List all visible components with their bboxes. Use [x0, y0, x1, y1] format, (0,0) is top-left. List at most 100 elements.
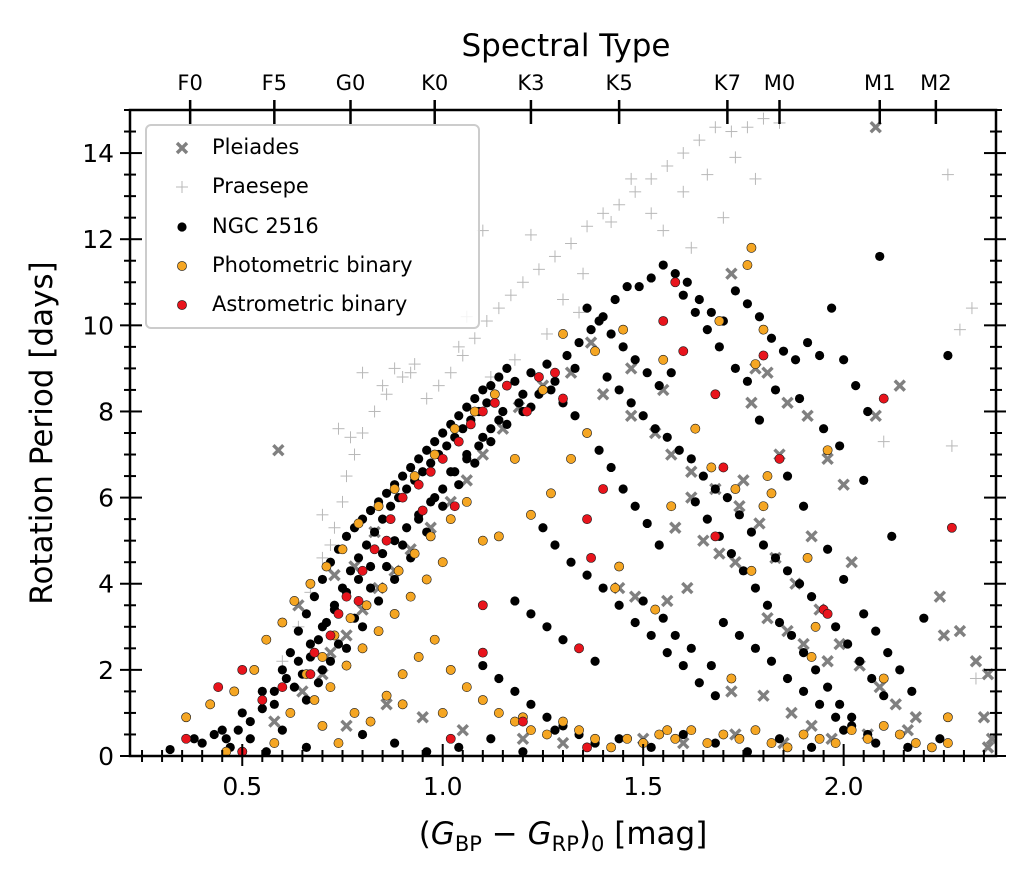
ngc2516-point: [642, 518, 652, 529]
pleiades-point: [460, 474, 473, 487]
ngc2516-point: [823, 544, 833, 554]
astrometric-binary-point: [489, 397, 500, 408]
pleiades-point: [733, 500, 746, 513]
ngc2516-point: [450, 467, 460, 477]
y-axis-title: Rotation Period [days]: [24, 261, 60, 604]
photometric-binary-point: [345, 613, 356, 624]
astrometric-binary-point: [425, 466, 436, 477]
legend-marker-astrometric-binary: [177, 300, 187, 310]
ngc2516-point: [526, 699, 536, 709]
photometric-binary-point: [445, 664, 456, 675]
ngc2516-point: [786, 630, 797, 641]
ngc2516-point: [710, 484, 720, 494]
ngc2516-point: [859, 475, 869, 485]
pleiades-point-stroke-b: [777, 736, 790, 750]
ngc2516-point: [341, 531, 352, 541]
astrometric-binary-point: [658, 316, 669, 326]
ngc2516-point: [365, 583, 376, 593]
astrometric-binary-point: [445, 733, 456, 744]
ngc2516-point: [871, 626, 881, 636]
ngc2516-point: [301, 695, 312, 705]
ngc2516-point: [369, 527, 380, 537]
y-tick-label: 12: [82, 225, 114, 254]
praesepe-point: [729, 151, 742, 164]
ngc2516-point: [518, 389, 528, 399]
praesepe-point: [645, 172, 658, 185]
praesepe-point: [368, 405, 381, 418]
photometric-binary-point: [942, 738, 953, 748]
pleiades-point: [596, 388, 610, 401]
ngc2516-point: [762, 600, 773, 610]
pleiades-point: [821, 655, 834, 668]
astrometric-binary-point: [710, 389, 721, 400]
ngc2516-point: [839, 355, 849, 365]
pleiades-point: [328, 568, 341, 582]
photometric-binary-point: [493, 531, 504, 542]
x-title-close: ): [579, 816, 591, 852]
photometric-binary-point: [277, 617, 288, 628]
photometric-binary-point: [726, 673, 737, 684]
astrometric-binary-point: [822, 608, 833, 619]
ngc2516-point: [798, 648, 809, 658]
ngc2516-point: [855, 656, 865, 666]
ngc2516-point: [285, 648, 295, 658]
pleiades-point-stroke-b: [460, 474, 473, 487]
pleiades-point: [757, 689, 770, 702]
pleiades-point-stroke-b: [781, 396, 794, 410]
x-tick-label: 1.5: [623, 772, 663, 801]
ngc2516-point: [377, 548, 388, 559]
photometric-binary-point: [894, 729, 905, 740]
ngc2516-point: [734, 630, 745, 641]
ngc2516-point: [526, 368, 536, 378]
astrometric-binary-point: [477, 600, 488, 611]
ngc2516-point: [197, 738, 207, 748]
photometric-binary-point: [477, 535, 488, 546]
photometric-binary-point: [750, 725, 761, 736]
pleiades-point: [805, 530, 818, 543]
photometric-binary-point: [558, 716, 568, 727]
astrometric-binary-point: [309, 647, 320, 658]
legend-marker-pleiades: [175, 141, 189, 155]
ngc2516-point: [610, 294, 620, 305]
ngc2516-point: [398, 540, 408, 550]
ngc2516-point: [237, 708, 247, 718]
legend-label-ngc2516: NGC 2516: [212, 214, 319, 238]
pleiades-point-stroke-b: [805, 530, 818, 543]
photometric-binary-point: [798, 729, 809, 740]
ngc2516-point: [381, 488, 392, 498]
pleiades-point: [296, 685, 309, 698]
ngc2516-point: [706, 660, 716, 671]
ngc2516-point: [710, 738, 720, 748]
photometric-binary-point: [846, 725, 857, 736]
astrometric-binary-point: [325, 630, 336, 641]
pleiades-point-stroke-b: [933, 590, 947, 603]
ngc2516-point: [189, 734, 199, 744]
pleiades-point-stroke-b: [669, 521, 682, 534]
astrometric-binary-point: [477, 406, 488, 417]
photometric-binary-point: [397, 669, 408, 680]
photometric-binary-point: [542, 729, 552, 740]
praesepe-point: [693, 134, 706, 147]
pleiades-point: [725, 685, 738, 698]
astrometric-binary-point: [758, 350, 769, 361]
pleiades-point: [661, 594, 674, 608]
praesepe-point: [565, 237, 578, 250]
ngc2516-point: [317, 665, 328, 675]
astrometric-binary-point: [582, 742, 592, 753]
photometric-binary-point: [910, 738, 921, 748]
legend: Pleiades Praesepe NGC 2516 Photometric b…: [145, 124, 480, 329]
ngc2516-point: [614, 600, 624, 610]
y-tick-label: 8: [98, 397, 114, 426]
praesepe-point: [388, 362, 401, 375]
ngc2516-point: [798, 686, 809, 697]
praesepe-point: [332, 422, 345, 435]
data-points: [165, 112, 996, 756]
ngc2516-point: [478, 432, 488, 442]
spectral-tick-label: K5: [606, 71, 633, 95]
ngc2516-point: [903, 742, 913, 752]
pleiades-point: [893, 379, 906, 392]
ngc2516-point: [478, 385, 488, 395]
ngc2516-point: [662, 432, 672, 442]
ngc2516-point: [634, 281, 644, 292]
x-title-sub-bp: BP: [455, 832, 482, 856]
